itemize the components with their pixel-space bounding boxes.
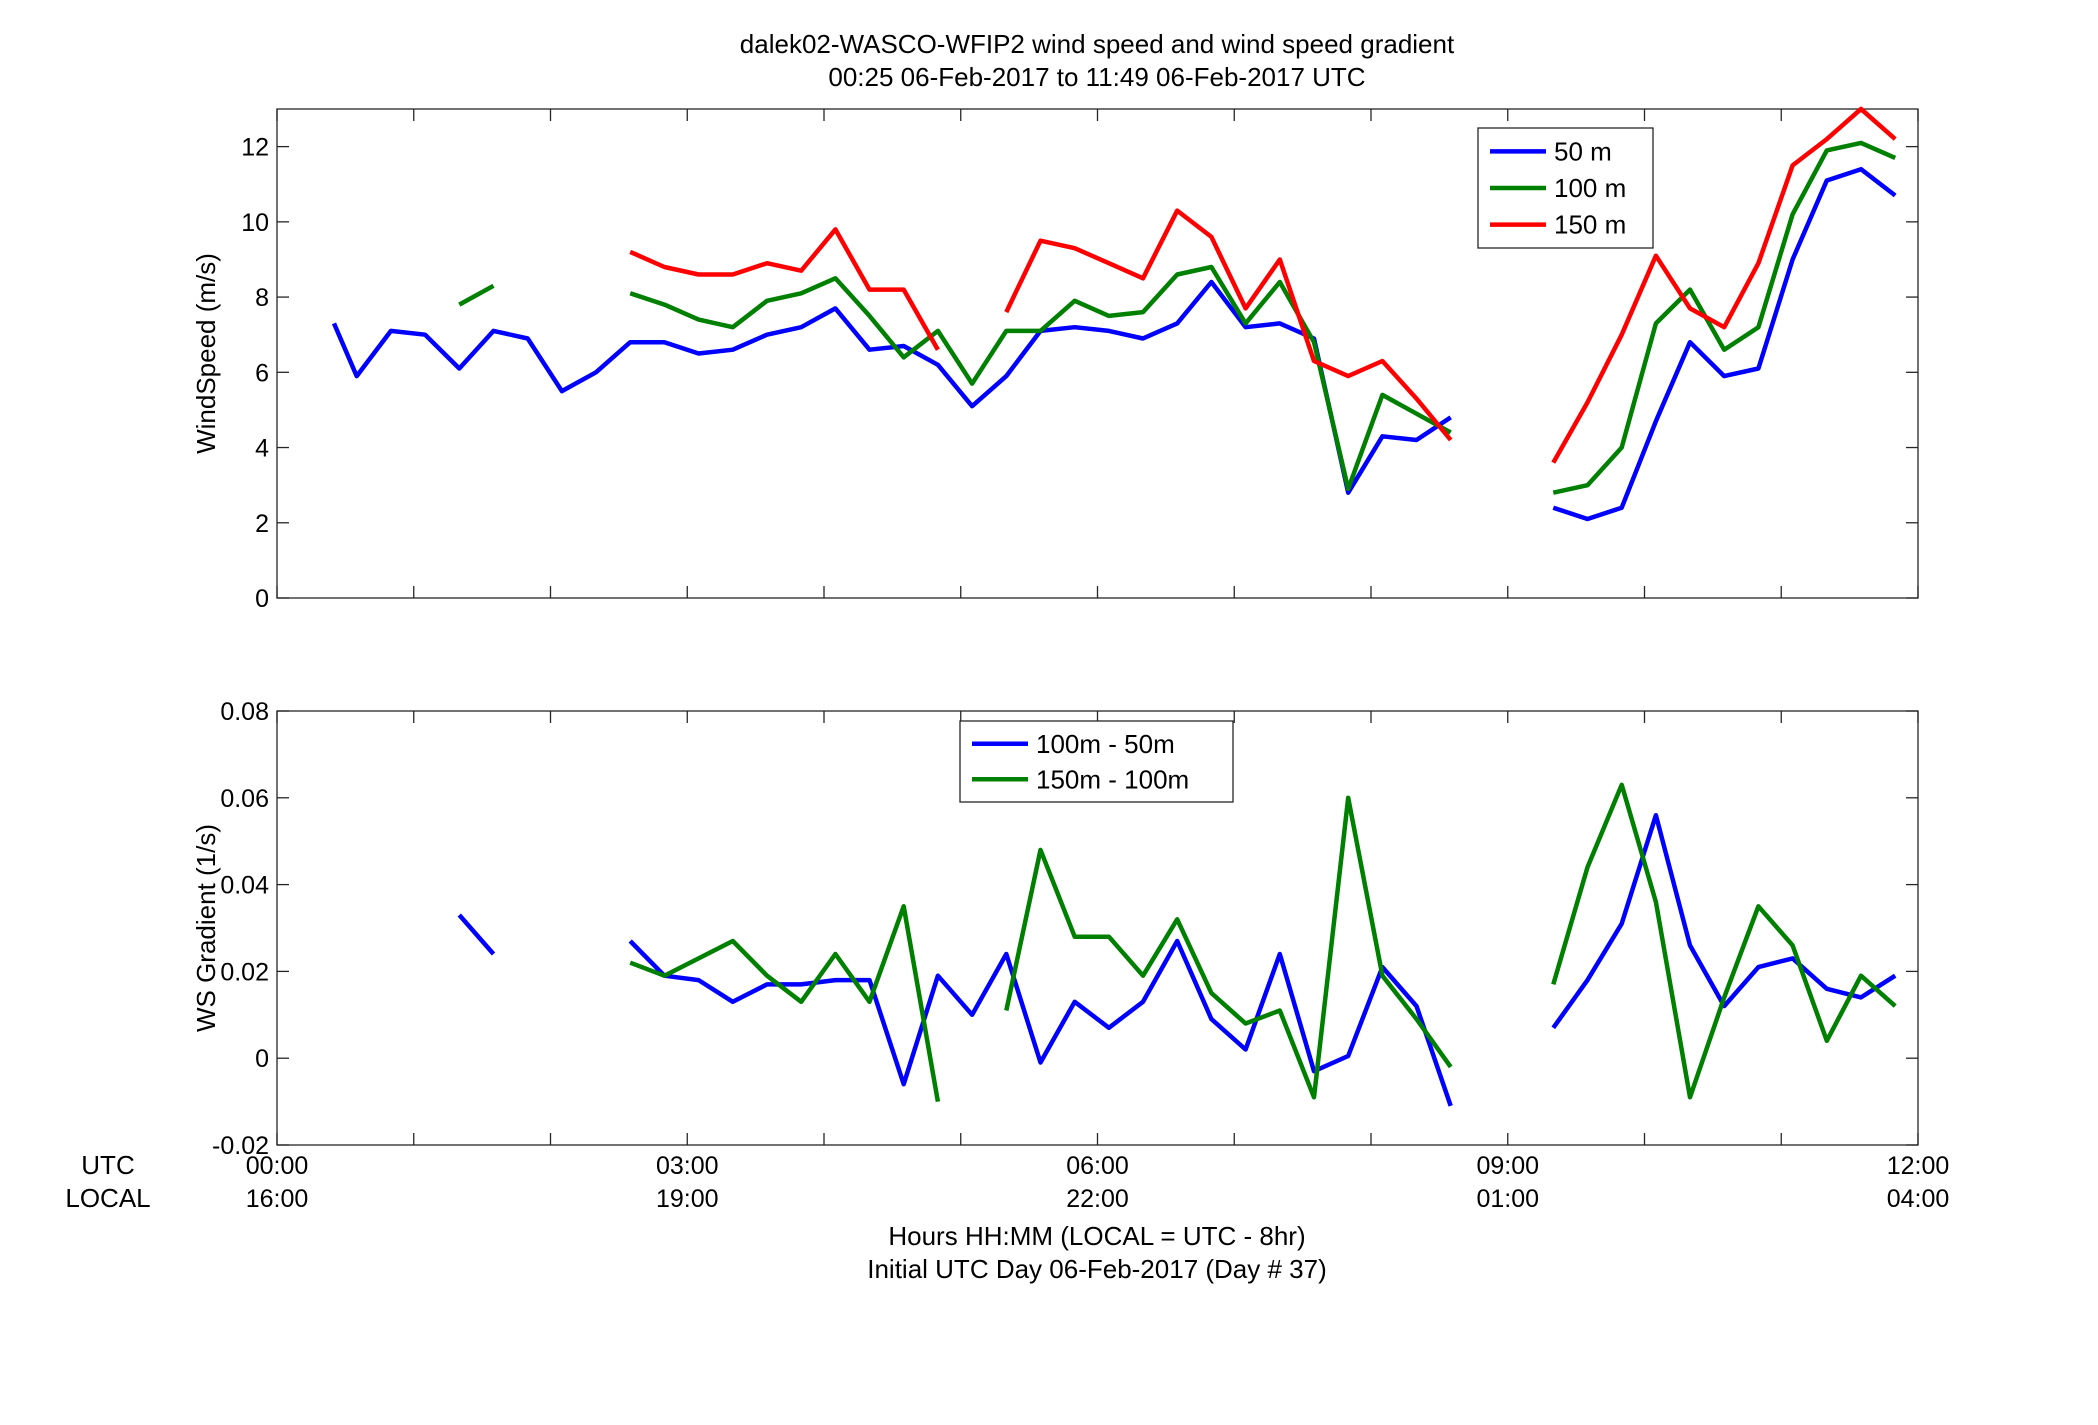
windspeed-legend-label: 150 m	[1554, 210, 1626, 240]
gradient-y-tick-label: -0.02	[212, 1132, 269, 1160]
windspeed-plot-frame	[276, 108, 1919, 599]
x-tick-label-local: 19:00	[656, 1185, 719, 1213]
gradient-y-tick-label: 0.06	[220, 785, 269, 813]
windspeed-series-line-1	[458, 140, 1897, 495]
utc-row-label: UTC	[81, 1150, 134, 1180]
windspeed-series-line-0	[331, 166, 1897, 522]
gradient-legend-label: 150m - 100m	[1036, 764, 1189, 794]
local-row-label: LOCAL	[65, 1183, 150, 1213]
x-tick-label-utc: 12:00	[1887, 1152, 1950, 1180]
gradient-y-axis-label: WS Gradient (1/s)	[191, 824, 221, 1032]
figure-title-line2: 00:25 06-Feb-2017 to 11:49 06-Feb-2017 U…	[828, 62, 1365, 92]
gradient-legend	[959, 720, 1234, 803]
gradient-y-tick-label: 0.04	[220, 872, 269, 900]
windspeed-legend-label: 50 m	[1554, 136, 1612, 166]
x-tick-label-utc: 00:00	[246, 1152, 309, 1180]
x-tick-label-utc: 09:00	[1476, 1152, 1539, 1180]
x-tick-label-utc: 06:00	[1066, 1152, 1129, 1180]
gradient-y-tick-label: 0	[255, 1045, 269, 1073]
gradient-legend-label: 100m - 50m	[1036, 729, 1175, 759]
windspeed-y-tick-label: 10	[241, 209, 269, 237]
windspeed-panel: 0 2 4 6 8 10 12 WindSpeed (m/s) 50 m 100 m 150 m	[191, 106, 1919, 613]
windspeed-y-tick-label: 2	[255, 510, 269, 538]
windspeed-y-tick-label: 0	[255, 585, 269, 613]
windspeed-legend-label: 100 m	[1554, 173, 1626, 203]
gradient-y-tick-label: 0.02	[220, 958, 269, 986]
gradient-y-tick-label: 0.08	[220, 698, 269, 726]
x-axis-label-line2: Initial UTC Day 06-Feb-2017 (Day # 37)	[867, 1254, 1327, 1284]
x-tick-label-local: 22:00	[1066, 1185, 1129, 1213]
x-axis-label-line1: Hours HH:MM (LOCAL = UTC - 8hr)	[888, 1221, 1305, 1251]
gradient-panel: -0.02 0 0.02 0.04 0.06 0.08 WS Gradient (1/s) 0…	[191, 698, 1949, 1213]
x-tick-label-local: 04:00	[1887, 1185, 1950, 1213]
x-tick-label-utc: 03:00	[656, 1152, 719, 1180]
x-tick-label-local: 16:00	[246, 1185, 309, 1213]
windspeed-y-tick-label: 6	[255, 359, 269, 387]
figure-title-line1: dalek02-WASCO-WFIP2 wind speed and wind …	[740, 29, 1455, 59]
gradient-series-line-1	[629, 782, 1897, 1102]
windspeed-y-tick-label: 4	[255, 435, 269, 463]
windspeed-series-line-2	[629, 106, 1897, 464]
x-tick-label-local: 01:00	[1476, 1185, 1539, 1213]
windspeed-y-tick-label: 12	[241, 134, 269, 162]
windspeed-y-axis-label: WindSpeed (m/s)	[191, 253, 221, 454]
gradient-series-line-0	[457, 812, 1897, 1107]
windspeed-y-tick-label: 8	[255, 284, 269, 312]
